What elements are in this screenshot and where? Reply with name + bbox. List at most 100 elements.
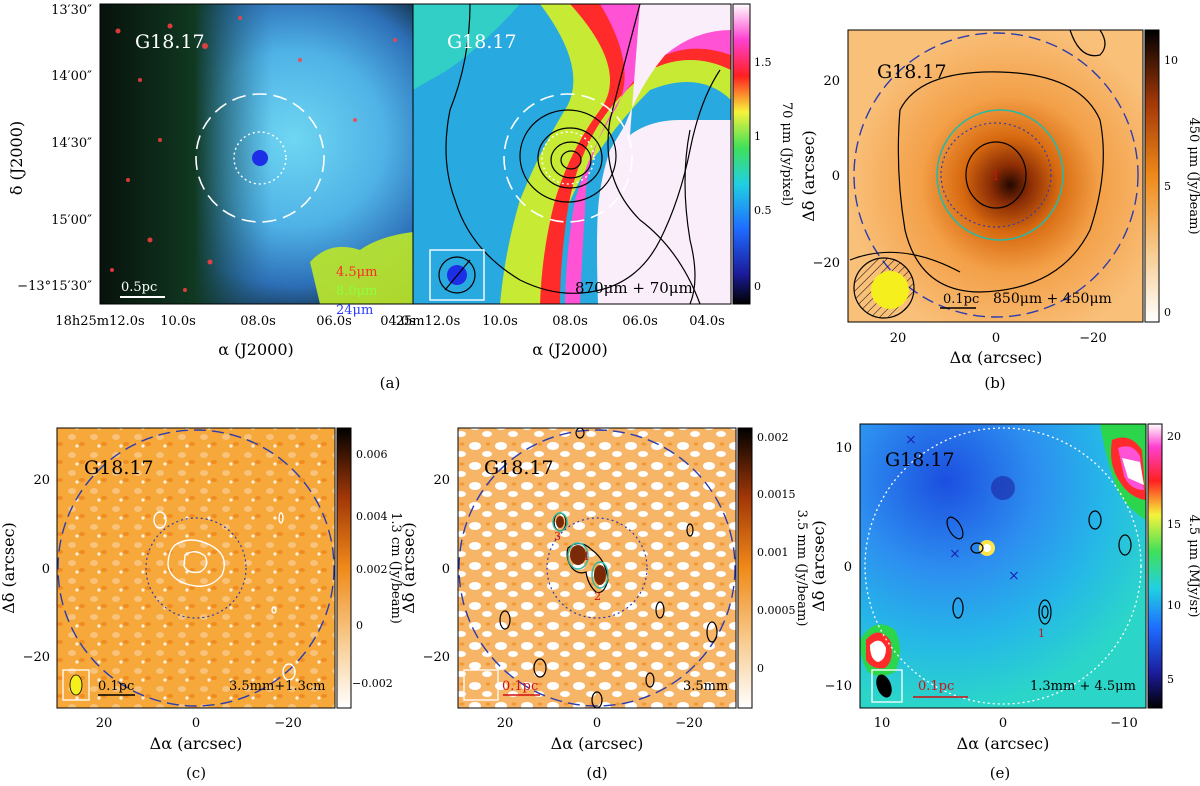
870um-contours <box>445 3 721 305</box>
cbar-e-tick-3: 5 <box>1167 673 1174 686</box>
panel-b: 1 G18.17 0.1pc 850μm + 450μm 10 5 0 450 … <box>799 29 1200 367</box>
e-source-marker: 1 <box>1038 627 1045 640</box>
e-overlay-label: 1.3mm + 4.5μm <box>1030 679 1136 694</box>
a2-xlabel: α (J2000) <box>532 340 608 359</box>
b-overlay-label: 850μm + 450μm <box>993 291 1112 307</box>
panel-a-right-source-label: G18.17 <box>447 31 517 53</box>
band-label-4-5um: 4.5μm <box>336 265 377 280</box>
cbar-b-label: 450 μm (Jy/beam) <box>1186 117 1200 234</box>
cbar-b-tick-2: 0 <box>1164 306 1171 319</box>
panel-c-image <box>57 428 335 708</box>
colorbar-3-5mm <box>737 427 753 709</box>
caption-e: (e) <box>990 764 1011 782</box>
colorbar-4-5um <box>1147 423 1163 709</box>
a-ytick-4: −13°15′30″ <box>17 279 92 294</box>
star-points <box>110 16 397 292</box>
a-ytick-2: 14′30″ <box>51 136 92 151</box>
a-xtick-3: 06.0s <box>316 314 352 329</box>
cbar-c-tick-0: 0.006 <box>356 448 388 461</box>
cbar-a-tick-0: 1.5 <box>754 56 772 69</box>
panel-a-right-overlay-label: 870μm + 70μm <box>575 279 693 297</box>
e-source-label: G18.17 <box>885 449 955 471</box>
c-scalebar-label: 0.1pc <box>98 679 134 694</box>
cbar-c-label: 1.3 cm (Jy/beam) <box>388 512 403 624</box>
cbar-d-tick-1: 0.0015 <box>757 488 796 501</box>
core-ellipse <box>936 109 1064 241</box>
c-xlabel: Δα (arcsec) <box>150 734 243 753</box>
cbar-a-tick-1: 1 <box>754 130 761 143</box>
cbar-e-label: 4.5 μm (MJy/sr) <box>1186 515 1200 618</box>
beam-e <box>876 674 892 698</box>
c-xtick-0: 20 <box>96 716 113 731</box>
d-ylabel: Δδ (arcsec) <box>399 522 418 614</box>
cbar-e-tick-0: 20 <box>1167 430 1181 443</box>
cbar-c-tick-4: −0.002 <box>352 677 393 690</box>
b-xtick-1: 0 <box>992 331 1000 346</box>
a-xtick-0: 18h25m12.0s <box>55 314 144 329</box>
d-source-label: G18.17 <box>484 457 554 479</box>
cbar-d-label: 3.5 mm (Jy/beam) <box>794 510 809 627</box>
c-ytick-0: 20 <box>33 473 50 488</box>
b-ytick-2: −20 <box>813 256 840 271</box>
a-ytick-0: 13′30″ <box>51 3 92 18</box>
e-xtick-0: 10 <box>874 716 891 731</box>
panel-a-left: G18.17 4.5μm 8.0μm 24μm 0.5pc 13′30″ 14′… <box>7 3 416 359</box>
cbar-b-tick-0: 10 <box>1164 54 1178 67</box>
panel-e-image <box>860 424 1146 708</box>
cbar-e-tick-2: 10 <box>1167 599 1181 612</box>
c-xtick-2: −20 <box>274 716 301 731</box>
cbar-c-tick-1: 0.004 <box>356 510 388 523</box>
850um-contours <box>849 29 1106 293</box>
small-dotted-circle <box>233 131 287 185</box>
b-ytick-0: 20 <box>823 74 840 89</box>
c-source-label: G18.17 <box>84 457 154 479</box>
e-ytick-2: −10 <box>825 679 852 694</box>
c-ytick-1: 0 <box>42 562 50 577</box>
1-3cm-contours <box>153 511 296 681</box>
b-ytick-1: 0 <box>832 169 840 184</box>
beam-c <box>69 674 83 696</box>
c-overlay-label: 3.5mm+1.3cm <box>229 679 326 694</box>
e-cross-marker: × <box>1008 568 1020 584</box>
a-ylabel: δ (J2000) <box>7 121 26 195</box>
a2-xtick-3: 06.0s <box>622 314 658 329</box>
large-dashed-circle <box>195 93 325 223</box>
cbar-c-tick-3: 0 <box>356 619 363 632</box>
a2-xtick-2: 08.0s <box>552 314 588 329</box>
d-ytick-0: 20 <box>433 473 450 488</box>
24um-source <box>252 150 268 166</box>
1-3mm-contours <box>946 510 1132 625</box>
d-xtick-0: 20 <box>497 716 514 731</box>
a2-xtick-0: 25m12.0s <box>396 314 461 329</box>
colorbar-70um <box>732 3 751 305</box>
e-xtick-2: −10 <box>1110 716 1137 731</box>
b-source-label: G18.17 <box>877 61 947 83</box>
colorbar-450um <box>1144 29 1160 323</box>
d-marker-1: 1 <box>583 550 590 563</box>
caption-a: (a) <box>380 374 401 392</box>
e-ytick-1: 0 <box>844 560 852 575</box>
cbar-a-tick-3: 0 <box>754 280 761 293</box>
d-ytick-1: 0 <box>442 562 450 577</box>
panel-a-scalebar-label: 0.5pc <box>121 280 157 295</box>
e-scalebar-label: 0.1pc <box>918 679 954 694</box>
3-5mm-contours <box>499 427 718 709</box>
cbar-d-tick-4: 0 <box>757 662 764 675</box>
d-scalebar-label: 0.1pc <box>502 679 538 694</box>
colorbar-1-3cm <box>336 427 352 709</box>
panel-c: G18.17 0.1pc 3.5mm+1.3cm 0.006 0.004 0.0… <box>0 427 403 753</box>
e-ytick-0: 10 <box>835 441 852 456</box>
b-xlabel: Δα (arcsec) <box>950 348 1043 367</box>
d-xlabel: Δα (arcsec) <box>551 734 644 753</box>
b-ylabel: Δδ (arcsec) <box>799 130 818 222</box>
e-cross-marker: × <box>949 546 961 562</box>
beam-450um <box>871 271 909 309</box>
a-xtick-1: 10.0s <box>160 314 196 329</box>
a2-xtick-1: 10.0s <box>482 314 518 329</box>
3-5mm-cores <box>556 516 606 585</box>
cbar-e-tick-1: 15 <box>1167 518 1181 531</box>
a-xtick-4: 04.0s <box>380 314 416 329</box>
d-xtick-1: 0 <box>593 716 601 731</box>
cbar-c-tick-2: 0.002 <box>356 563 388 576</box>
